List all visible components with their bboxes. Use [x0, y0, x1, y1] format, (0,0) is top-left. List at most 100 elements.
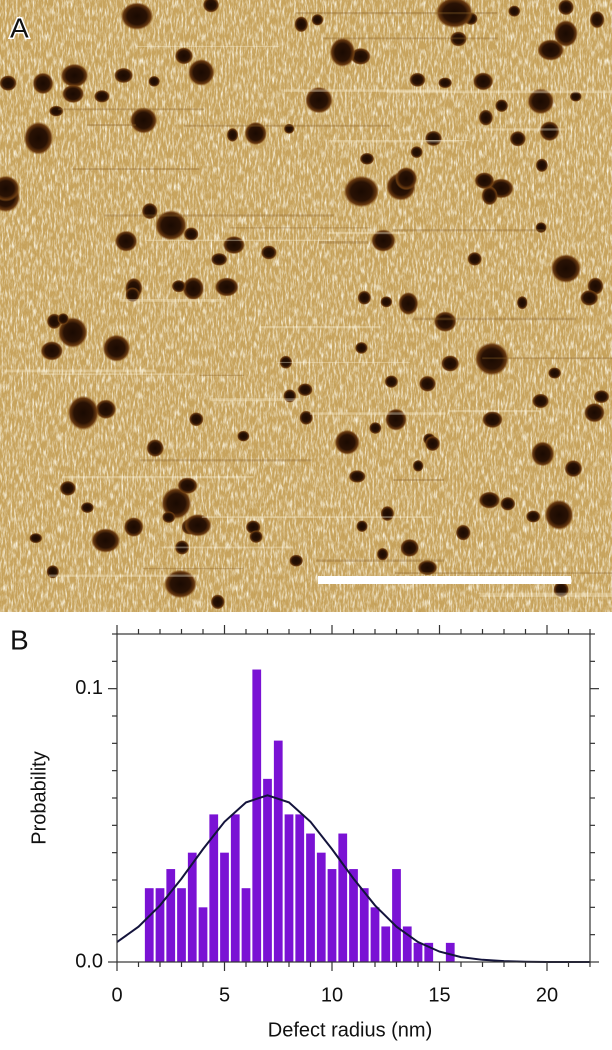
afm-defect	[350, 47, 371, 66]
afm-defect	[177, 477, 198, 495]
afm-defect	[163, 569, 197, 599]
y-tick-label: 0.0	[75, 950, 103, 972]
afm-defect	[57, 316, 88, 348]
afm-defect	[120, 2, 154, 31]
histogram-bar	[306, 833, 315, 962]
afm-defect	[183, 513, 212, 537]
histogram-bar	[424, 942, 434, 962]
histogram-bar	[359, 888, 369, 962]
histogram-bar	[445, 942, 455, 962]
afm-defect	[29, 532, 43, 544]
afm-defect	[125, 287, 140, 303]
afm-defect	[32, 72, 54, 95]
histogram-bar	[295, 814, 305, 962]
histogram-bar	[284, 814, 294, 962]
afm-streak	[48, 574, 197, 577]
afm-defect	[161, 511, 176, 524]
histogram-bar	[155, 888, 165, 962]
afm-defect	[348, 469, 366, 484]
afm-defect	[531, 393, 550, 409]
afm-defect	[80, 501, 95, 514]
afm-defect	[188, 412, 204, 427]
histogram-bar	[402, 926, 412, 962]
afm-defect	[297, 383, 313, 397]
afm-defect	[260, 245, 277, 260]
afm-streak	[139, 459, 312, 462]
afm-streak	[143, 567, 244, 570]
afm-defect	[279, 355, 293, 369]
histogram-bar	[230, 814, 240, 962]
afm-streak	[259, 325, 381, 329]
scale-bar	[318, 576, 571, 584]
afm-defect	[40, 341, 64, 361]
afm-streak	[394, 572, 612, 574]
afm-defect	[593, 389, 610, 404]
afm-defect	[48, 105, 64, 117]
afm-defect	[23, 121, 54, 155]
histogram-bar	[198, 907, 208, 962]
afm-defect	[395, 166, 418, 191]
afm-defect	[289, 554, 304, 567]
fit-curve	[116, 794, 590, 963]
afm-defect	[589, 10, 605, 29]
afm-defect	[435, 0, 474, 29]
afm-defect	[424, 130, 443, 147]
afm-streak	[104, 214, 334, 217]
afm-defect	[60, 63, 89, 88]
y-axis-label: Probability	[28, 751, 50, 844]
histogram-bar	[338, 833, 348, 962]
afm-defect	[102, 334, 131, 362]
x-axis-label: Defect radius (nm)	[268, 1019, 433, 1041]
afm-defect	[500, 496, 516, 511]
afm-defect	[525, 510, 541, 523]
afm-defect	[474, 172, 495, 190]
afm-streak	[479, 594, 612, 597]
afm-streak	[137, 45, 280, 48]
afm-defect	[553, 19, 579, 48]
afm-streak	[119, 299, 224, 302]
afm-defect	[417, 559, 438, 576]
afm-defect	[368, 421, 382, 435]
x-tick-label: 20	[536, 984, 558, 1006]
histogram-bar	[381, 926, 391, 962]
afm-streak	[199, 374, 244, 376]
afm-streak	[277, 361, 410, 364]
afm-defect	[46, 564, 60, 579]
afm-defect	[183, 227, 199, 242]
afm-streak	[72, 168, 200, 171]
afm-streak	[316, 559, 444, 562]
afm-defect	[244, 121, 267, 146]
afm-defect	[146, 439, 165, 458]
afm-defect	[61, 84, 85, 104]
afm-defect	[174, 47, 194, 65]
afm-defect	[214, 277, 239, 297]
afm-defect	[530, 441, 555, 467]
afm-defect	[93, 89, 110, 103]
afm-defect	[553, 581, 570, 598]
afm-streak	[145, 239, 336, 242]
afm-defect	[433, 311, 457, 333]
afm-defect	[467, 251, 483, 267]
afm-defect	[222, 235, 246, 255]
afm-defect	[409, 72, 426, 88]
afm-streak	[210, 398, 301, 402]
afm-defect	[385, 408, 407, 431]
afm-defect	[283, 123, 295, 134]
afm-defect	[482, 410, 503, 429]
histogram-bar	[209, 814, 219, 962]
afm-defect	[544, 499, 574, 531]
histogram-bar	[220, 852, 229, 962]
afm-streak	[486, 128, 565, 131]
afm-streak	[326, 231, 406, 235]
afm-defect	[380, 505, 395, 522]
histogram-bar	[316, 852, 326, 962]
afm-defect	[114, 230, 138, 252]
afm-image	[0, 0, 612, 612]
afm-defect	[580, 289, 599, 307]
afm-defect	[478, 109, 494, 126]
panel-label: A	[10, 12, 29, 43]
afm-defect	[400, 538, 420, 558]
afm-streak	[309, 412, 446, 415]
afm-defect	[474, 342, 509, 376]
